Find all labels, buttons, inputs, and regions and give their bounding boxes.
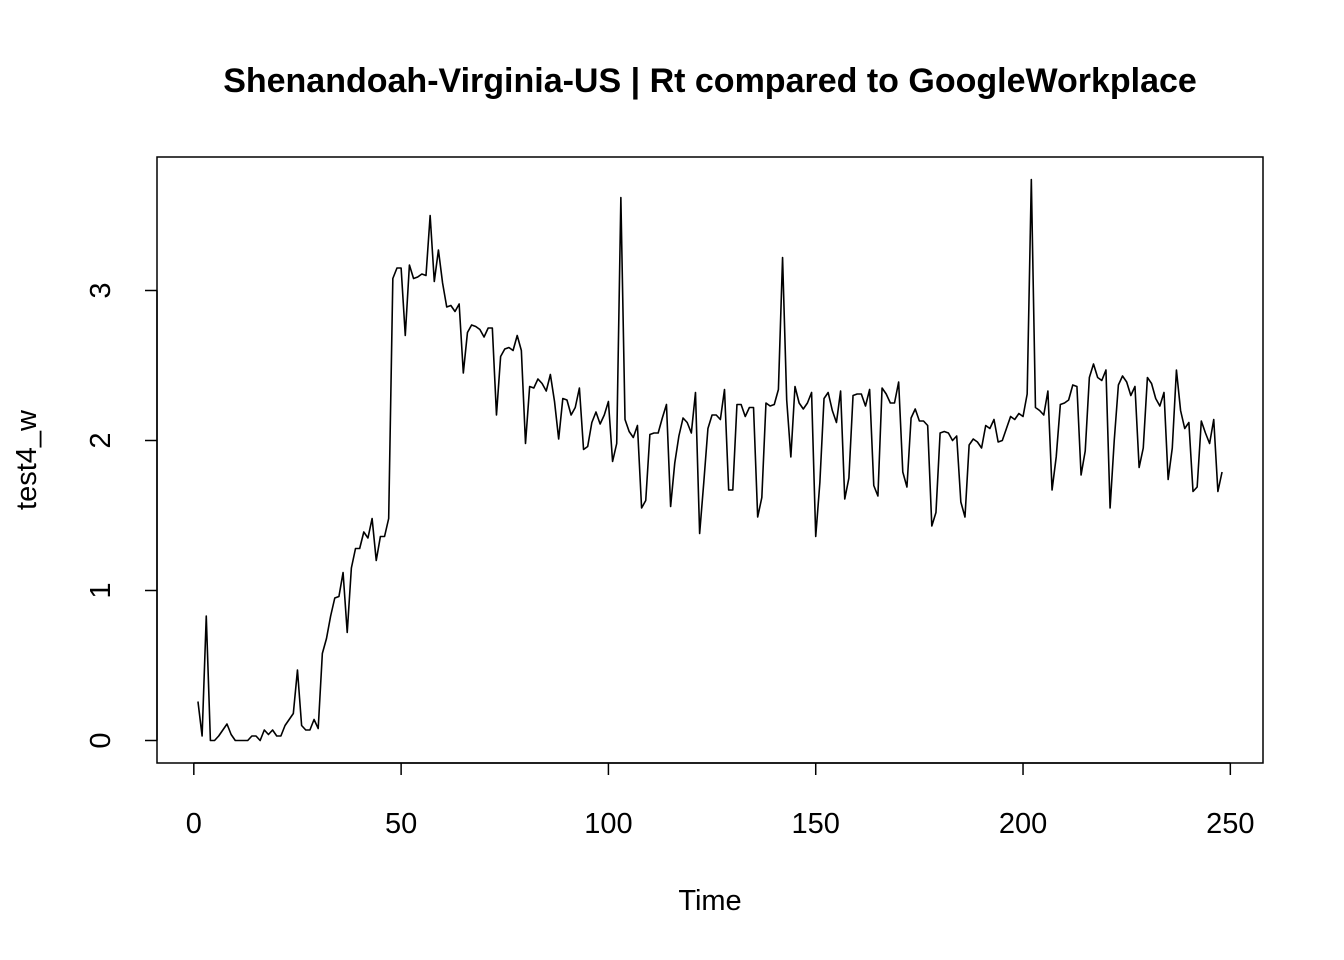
x-tick-label: 250	[1206, 808, 1254, 840]
chart-title: Shenandoah-Virginia-US | Rt compared to …	[223, 62, 1197, 100]
y-tick-label: 2	[85, 432, 117, 448]
x-tick-label: 150	[792, 808, 840, 840]
plot-frame	[156, 156, 1264, 764]
y-tick-label: 3	[85, 282, 117, 298]
x-axis-label: Time	[678, 885, 741, 917]
y-axis-label: test4_w	[11, 409, 43, 510]
x-tick-label: 0	[186, 808, 202, 840]
data-line	[197, 178, 1223, 742]
x-tick-label: 100	[584, 808, 632, 840]
x-tick-label: 50	[385, 808, 417, 840]
x-tick-label: 200	[999, 808, 1047, 840]
y-tick-label: 0	[85, 732, 117, 748]
y-tick-label: 1	[85, 582, 117, 598]
